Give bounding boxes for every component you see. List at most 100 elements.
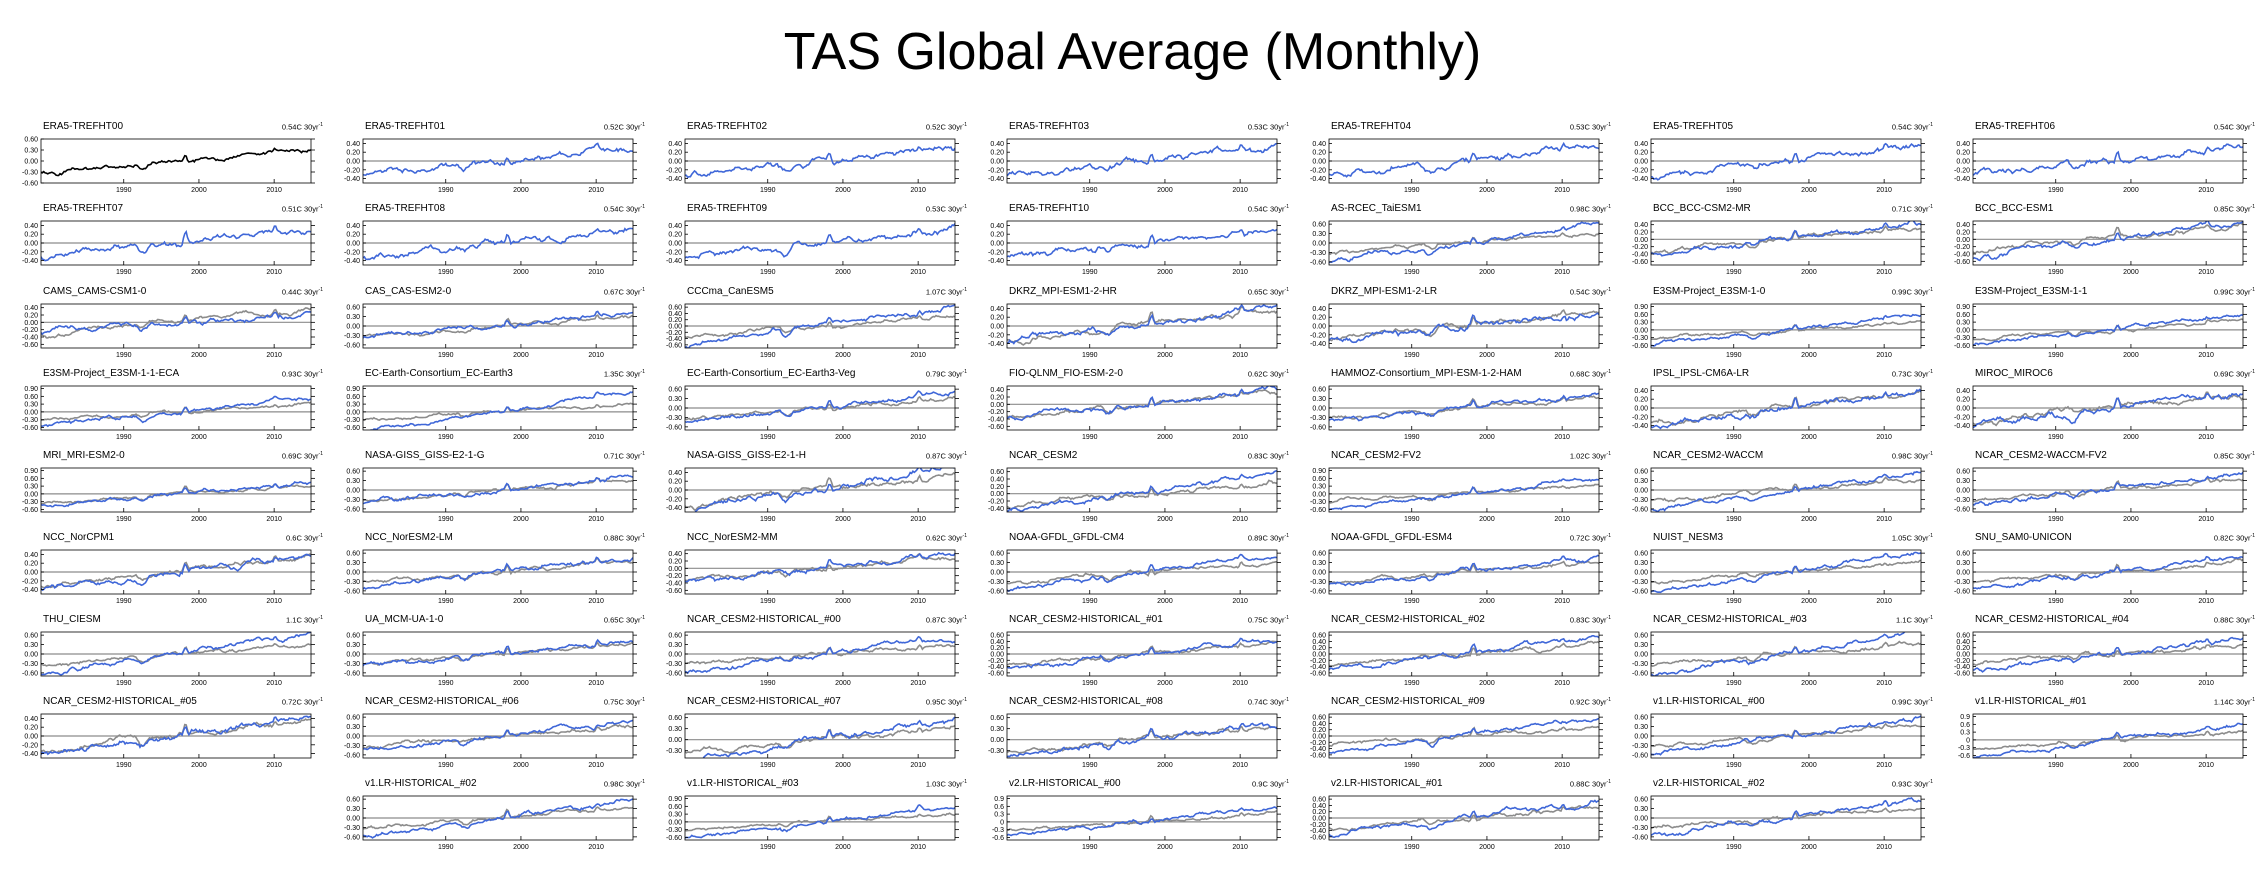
x-tick-label: 2000 — [1801, 352, 1817, 359]
model-series-line — [41, 553, 311, 592]
y-tick-label: 0.40 — [1312, 803, 1326, 810]
y-tick-label: -0.60 — [22, 425, 38, 432]
y-tick-label: -0.60 — [1310, 834, 1326, 841]
x-tick-label: 1990 — [438, 680, 454, 687]
y-tick-label: 0.60 — [346, 715, 360, 722]
panel-title: HAMMOZ-Consortium_MPI-ESM-1-2-HAM — [1331, 368, 1522, 379]
y-tick-label: 0.00 — [1634, 237, 1648, 244]
trend-label: 0.65C 30yr-1 — [604, 615, 645, 625]
y-tick-label: -0.30 — [1954, 497, 1970, 504]
panel-title: v1.LR-HISTORICAL_#01 — [1975, 696, 2087, 707]
panel-title: NASA-GISS_GISS-E2-1-H — [687, 450, 806, 461]
y-tick-label: -0.20 — [1954, 244, 1970, 251]
y-tick-label: -0.40 — [1310, 828, 1326, 835]
panel-plot: 0.600.400.200.00-0.20-0.40-0.60 1990 2000 2… — [988, 631, 1281, 687]
y-tick-label: -0.20 — [1954, 414, 1970, 421]
trend-value: 0.87C 30yr — [925, 615, 963, 625]
trend-exponent: -1 — [962, 697, 967, 703]
y-tick-label: 0.60 — [1634, 797, 1648, 804]
trend-label: 0.51C 30yr-1 — [282, 204, 323, 214]
trend-value: 0.83C 30yr — [1247, 451, 1285, 461]
trend-label: 0.65C 30yr-1 — [1248, 287, 1289, 297]
y-tick-label: 0.00 — [1312, 406, 1326, 413]
y-tick-label: 0.60 — [1312, 476, 1326, 483]
x-tick-label: 1990 — [2048, 352, 2064, 359]
trend-label: 0.75C 30yr-1 — [604, 697, 645, 707]
observed-series-line — [1007, 725, 1277, 754]
y-tick-label: -0.60 — [988, 424, 1004, 431]
trend-value: 0.79C 30yr — [925, 369, 963, 379]
trend-value: 0.88C 30yr — [1569, 779, 1607, 789]
x-tick-label: 2000 — [835, 844, 851, 851]
panel-plot: 0.40 0.20 0.00-0.20 -0.40 1990 2000 2010 — [344, 138, 637, 194]
trend-exponent: -1 — [640, 533, 645, 539]
y-tick-label: 0.60 — [1312, 715, 1326, 722]
panel-plot: 0.40 0.20 0.00-0.20 -0.40 1990 2000 2010 — [1310, 303, 1603, 359]
y-tick-label: -0.40 — [666, 505, 682, 512]
page-title: TAS Global Average (Monthly) — [783, 23, 1482, 81]
model-series-line — [1973, 392, 2243, 429]
y-tick-label: 0.20 — [1312, 809, 1326, 816]
x-tick-label: 2000 — [513, 844, 529, 851]
panel-plot: 0.40 0.20 0.00-0.20 -0.40 1990 2000 2010 — [344, 220, 637, 276]
y-tick-label: -0.40 — [22, 335, 38, 342]
trend-value: 1.03C 30yr — [925, 779, 963, 789]
trend-exponent: -1 — [640, 451, 645, 457]
trend-value: 1.07C 30yr — [925, 287, 963, 297]
trend-exponent: -1 — [2250, 533, 2255, 539]
x-tick-label: 2000 — [191, 598, 207, 605]
y-tick-label: 0.20 — [1956, 645, 1970, 652]
chart-panel: BCC_BCC-CSM2-MR 0.71C 30yr-1 0.40 0.20 0.00-… — [1632, 203, 1933, 276]
y-tick-label: 0.60 — [1634, 551, 1648, 558]
y-tick-label: 0.20 — [990, 484, 1004, 491]
model-series-line — [1329, 221, 1599, 264]
reference-series-line — [41, 147, 311, 177]
model-series-line — [1329, 141, 1599, 178]
y-tick-label: -0.30 — [666, 748, 682, 755]
panel-title: ERA5-TREFHT10 — [1009, 203, 1090, 214]
x-tick-label: 2000 — [1157, 680, 1173, 687]
y-tick-label: -0.60 — [1954, 343, 1970, 350]
trend-label: 1.1C 30yr-1 — [1896, 615, 1933, 625]
y-tick-label: -0.30 — [1632, 335, 1648, 342]
trend-label: 0.53C 30yr-1 — [1248, 122, 1289, 132]
panel-plot: 0.40 0.20 0.00-0.20 -0.40 1990 2000 2010 — [1954, 385, 2247, 441]
y-tick-label: -0.30 — [22, 499, 38, 506]
chart-panel: NCAR_CESM2-HISTORICAL_#07 0.95C 30yr-1 0.6… — [666, 696, 967, 769]
y-tick-label: -0.30 — [988, 579, 1004, 586]
chart-panel: CAS_CAS-ESM2-0 0.67C 30yr-1 0.60 0.30 0.00 -0… — [344, 286, 645, 359]
plot-frame — [1328, 467, 1600, 513]
panel-plot: 0.40 0.20 0.00-0.20 -0.40 1990 2000 2010 — [666, 467, 959, 523]
y-tick-label: 0.00 — [990, 491, 1004, 498]
x-tick-label: 1990 — [1082, 762, 1098, 769]
trend-value: 0.99C 30yr — [2213, 287, 2251, 297]
y-tick-label: 0.00 — [1634, 734, 1648, 741]
y-tick-label: -0.40 — [1954, 176, 1970, 183]
chart-panel: DKRZ_MPI-ESM1-2-LR 0.54C 30yr-1 0.40 0.20 0.… — [1310, 286, 1611, 359]
y-tick-label: 0.00 — [24, 734, 38, 741]
y-tick-label: -0.40 — [1954, 664, 1970, 671]
trend-exponent: -1 — [1928, 287, 1933, 293]
chart-panel: EC-Earth-Consortium_EC-Earth3 1.35C 30yr-… — [344, 368, 645, 441]
y-tick-label: -0.30 — [344, 333, 360, 340]
y-tick-label: -0.40 — [666, 176, 682, 183]
x-tick-label: 2000 — [1157, 844, 1173, 851]
trend-value: 0.54C 30yr — [1891, 122, 1929, 132]
y-tick-label: -0.20 — [1632, 414, 1648, 421]
model-series-line — [685, 551, 955, 583]
trend-exponent: -1 — [2250, 451, 2255, 457]
trend-value: 0.93C 30yr — [1891, 779, 1929, 789]
x-tick-label: 1990 — [2048, 598, 2064, 605]
trend-label: 0.87C 30yr-1 — [926, 451, 967, 461]
trend-exponent: -1 — [2250, 122, 2255, 128]
model-series-line — [1973, 471, 2243, 507]
model-series-line — [1007, 637, 1277, 669]
y-tick-label: 0.20 — [990, 315, 1004, 322]
plot-frame — [1972, 713, 2244, 759]
trend-label: 0.71C 30yr-1 — [604, 451, 645, 461]
model-series-line — [686, 468, 955, 512]
panel-plot: 0.400.200.00-0.20-0.40-0.60 1990 2000 2010 — [988, 385, 1281, 441]
y-tick-label: 0.30 — [24, 484, 38, 491]
panel-title: NCAR_CESM2-HISTORICAL_#08 — [1009, 696, 1163, 707]
y-tick-label: 0.00 — [990, 402, 1004, 409]
